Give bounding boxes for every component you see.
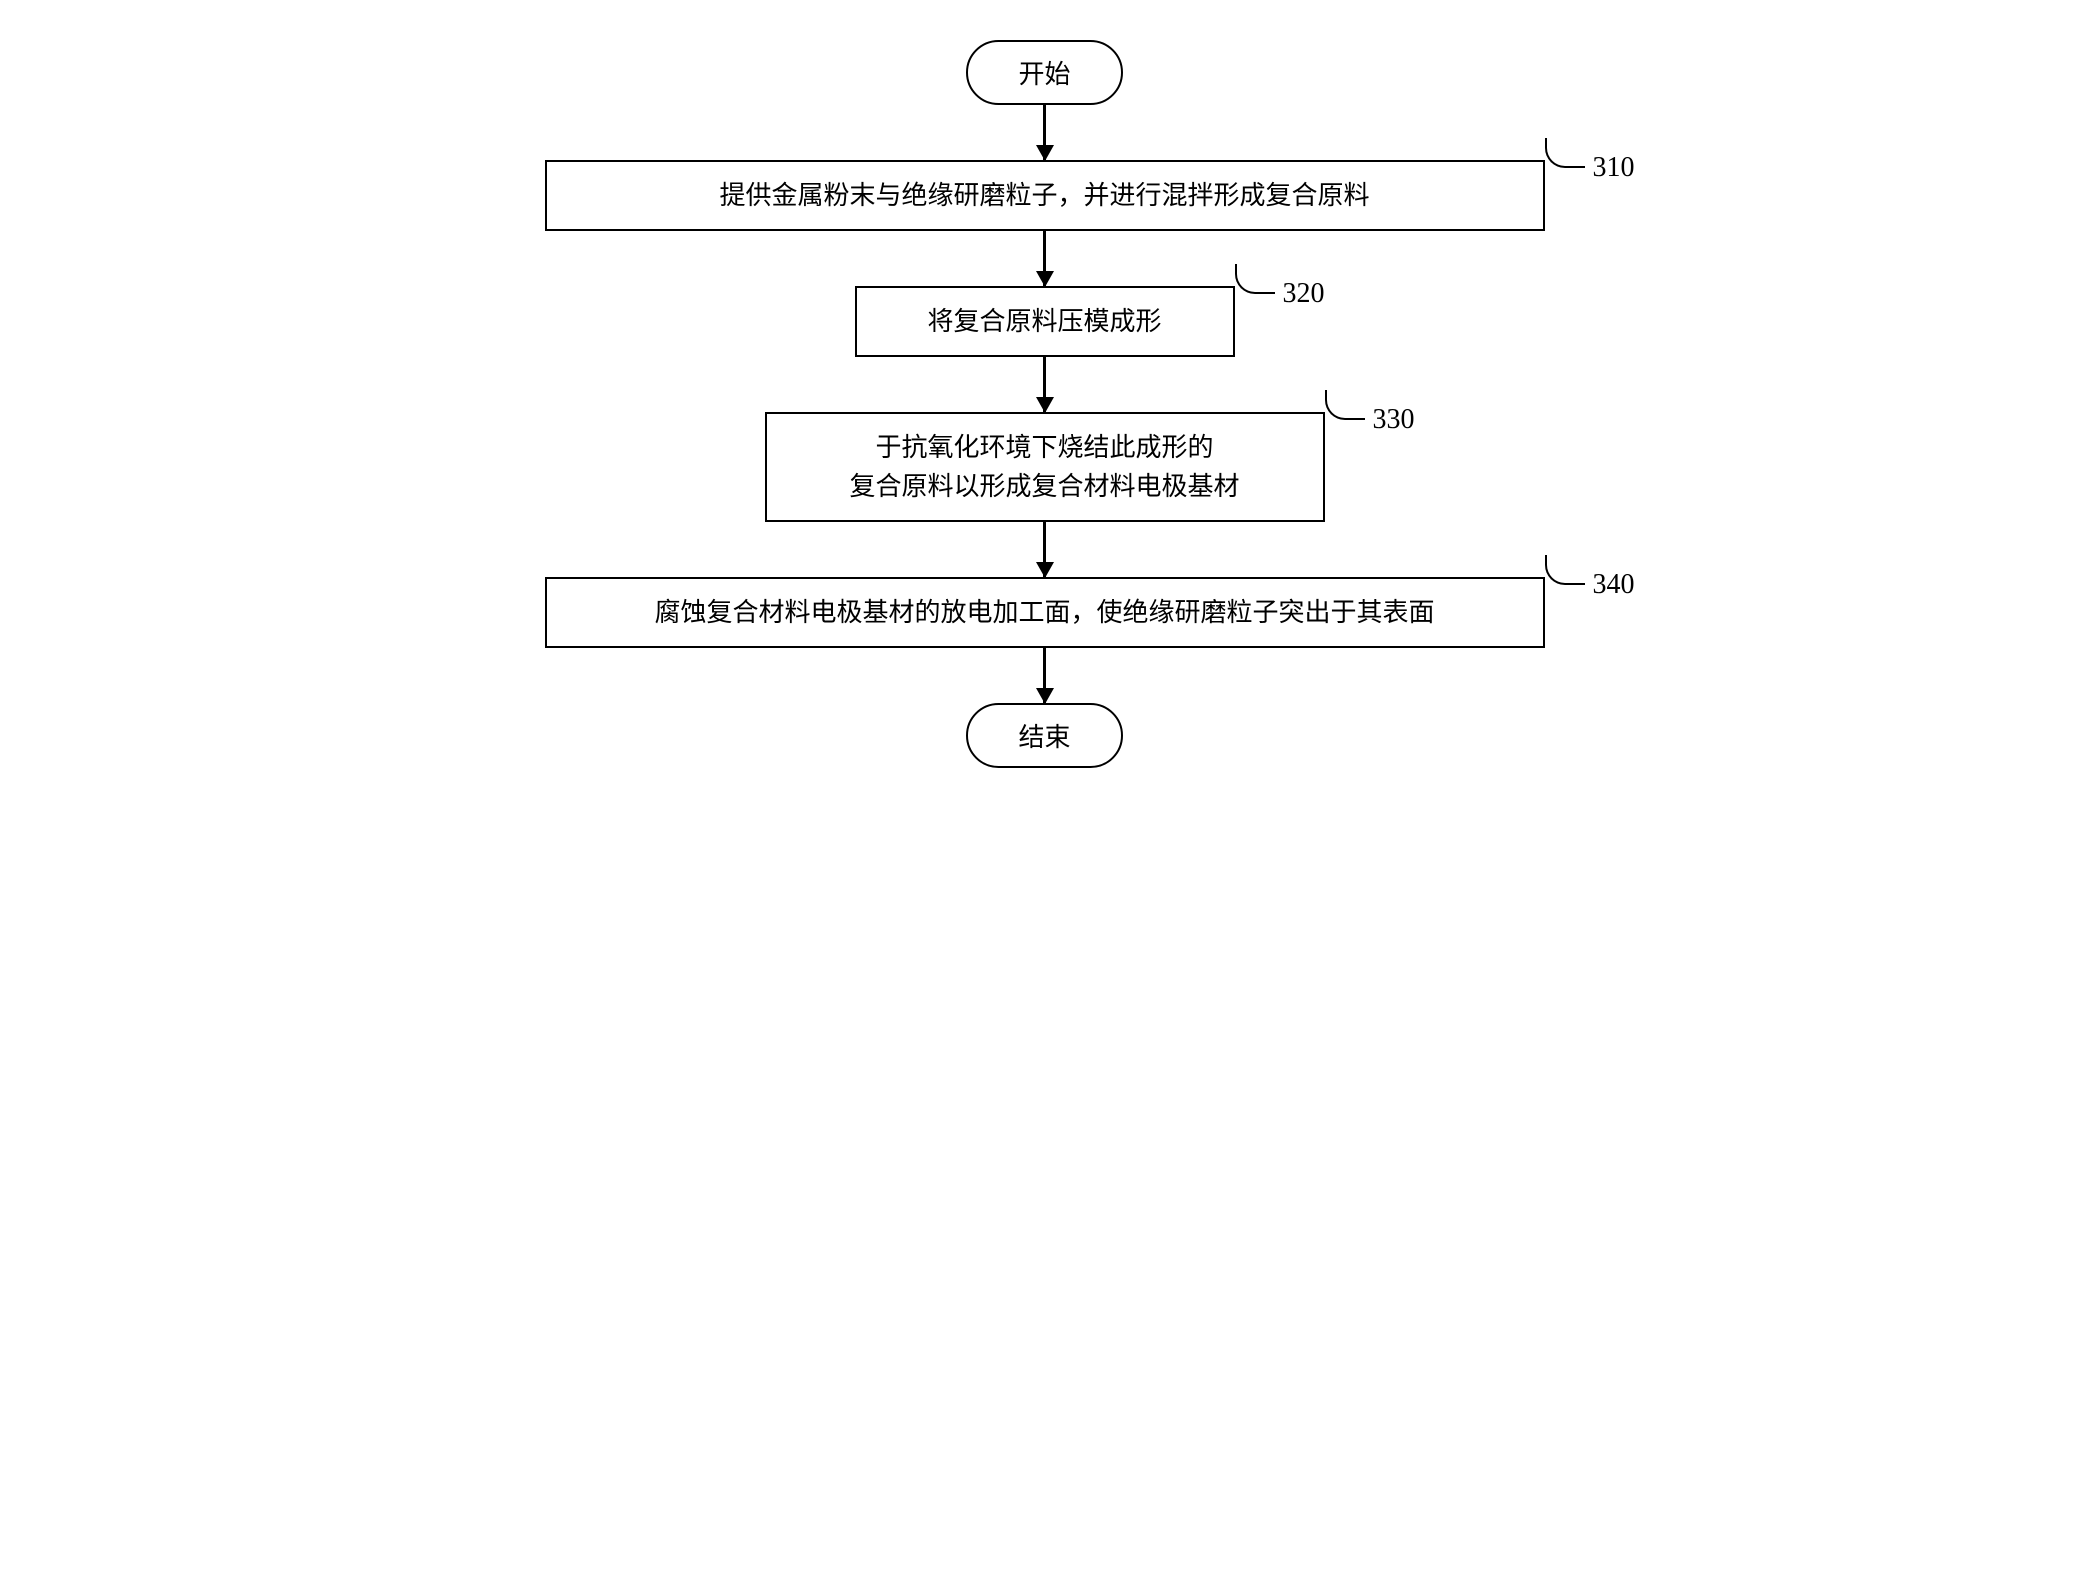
process-text-4: 腐蚀复合材料电极基材的放电加工面，使绝缘研磨粒子突出于其表面 bbox=[654, 598, 1434, 627]
process-step-4: 腐蚀复合材料电极基材的放电加工面，使绝缘研磨粒子突出于其表面 bbox=[545, 577, 1545, 648]
label-340: 340 bbox=[1545, 569, 1635, 601]
label-text-340: 340 bbox=[1593, 569, 1635, 601]
process-text-2: 将复合原料压模成形 bbox=[927, 307, 1161, 336]
label-320: 320 bbox=[1235, 278, 1325, 310]
process-step-1: 提供金属粉末与绝缘研磨粒子，并进行混拌形成复合原料 bbox=[545, 160, 1545, 231]
flowchart-container: 开始 提供金属粉末与绝缘研磨粒子，并进行混拌形成复合原料 310 将复合原料压模… bbox=[545, 40, 1545, 768]
label-330: 330 bbox=[1325, 404, 1415, 436]
start-node: 开始 bbox=[966, 40, 1122, 105]
start-label: 开始 bbox=[1018, 60, 1070, 89]
label-text-330: 330 bbox=[1373, 404, 1415, 436]
label-text-320: 320 bbox=[1283, 278, 1325, 310]
label-text-310: 310 bbox=[1593, 152, 1635, 184]
arrow-2 bbox=[1043, 231, 1046, 286]
process-wrapper-2: 将复合原料压模成形 320 bbox=[855, 286, 1235, 357]
process-step-3: 于抗氧化环境下烧结此成形的 复合原料以形成复合材料电极基材 bbox=[765, 412, 1325, 522]
label-connector-1 bbox=[1545, 138, 1585, 168]
end-label: 结束 bbox=[1018, 723, 1070, 752]
label-connector-4 bbox=[1545, 555, 1585, 585]
label-310: 310 bbox=[1545, 152, 1635, 184]
process-wrapper-3: 于抗氧化环境下烧结此成形的 复合原料以形成复合材料电极基材 330 bbox=[765, 412, 1325, 522]
arrow-3 bbox=[1043, 357, 1046, 412]
arrow-4 bbox=[1043, 522, 1046, 577]
process-step-2: 将复合原料压模成形 bbox=[855, 286, 1235, 357]
arrow-5 bbox=[1043, 648, 1046, 703]
arrow-1 bbox=[1043, 105, 1046, 160]
process-wrapper-1: 提供金属粉末与绝缘研磨粒子，并进行混拌形成复合原料 310 bbox=[545, 160, 1545, 231]
process-text-1: 提供金属粉末与绝缘研磨粒子，并进行混拌形成复合原料 bbox=[719, 181, 1369, 210]
label-connector-2 bbox=[1235, 264, 1275, 294]
process-wrapper-4: 腐蚀复合材料电极基材的放电加工面，使绝缘研磨粒子突出于其表面 340 bbox=[545, 577, 1545, 648]
process-text-3: 于抗氧化环境下烧结此成形的 复合原料以形成复合材料电极基材 bbox=[849, 433, 1239, 501]
end-node: 结束 bbox=[966, 703, 1122, 768]
label-connector-3 bbox=[1325, 390, 1365, 420]
